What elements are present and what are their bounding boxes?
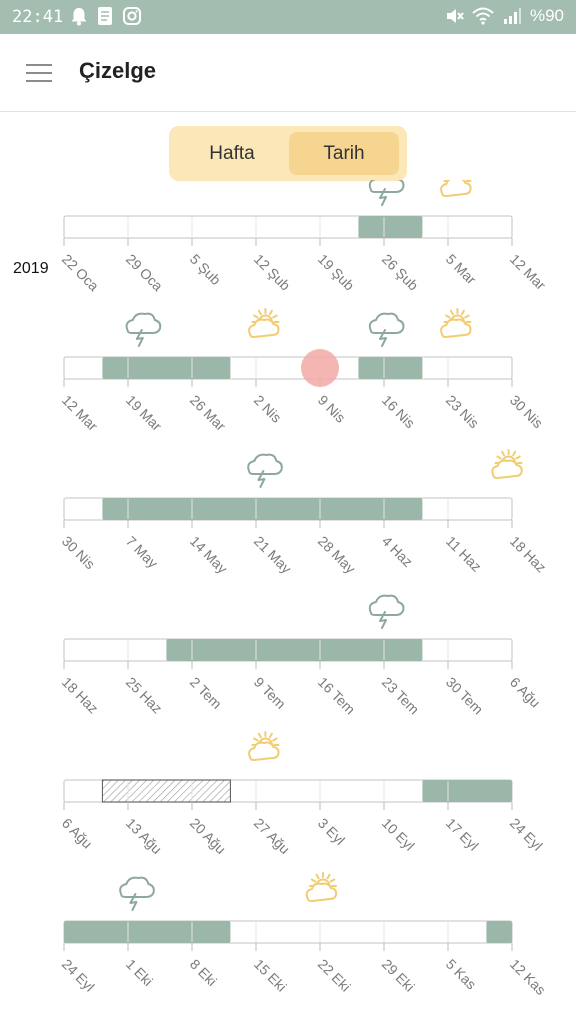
- timeline-row: 12 Mar 19 Mar 26 Mar 2 Nis 9 Nis 16 Nis 23 Nis…: [59, 308, 546, 434]
- sun-cloud-icon[interactable]: [440, 180, 472, 197]
- tick-label: 24 Eyl: [507, 815, 546, 854]
- hamburger-menu-icon[interactable]: [20, 58, 58, 88]
- instagram-icon: [123, 7, 141, 25]
- status-right: %90: [444, 6, 564, 26]
- tick-label: 30 Tem: [443, 674, 487, 718]
- tick-label: 5 Kas: [443, 956, 480, 993]
- filled-range: [358, 216, 423, 238]
- tick-label: 13 Ağu: [123, 815, 165, 857]
- view-mode-toggle: Hafta Tarih: [169, 126, 407, 181]
- status-time: 22:41: [12, 7, 64, 27]
- tick-label: 26 Mar: [187, 392, 229, 434]
- storm-cloud-icon[interactable]: [368, 312, 405, 347]
- storm-cloud-icon[interactable]: [119, 876, 155, 911]
- wifi-icon: [472, 7, 494, 25]
- tick-label: 2 Nis: [251, 392, 285, 426]
- timeline-row: 30 Nis 7 May 14 May 21 May 28 May 4 Haz 11 Haz…: [59, 449, 550, 577]
- tick-label: 29 Eki: [379, 956, 418, 995]
- tick-label: 8 Eki: [187, 956, 220, 989]
- tick-label: 29 Oca: [123, 251, 166, 294]
- tick-label: 22 Eki: [315, 956, 354, 995]
- app-bar: Çizelge: [0, 34, 576, 112]
- year-label: 2019: [13, 260, 49, 277]
- filled-range: [166, 639, 423, 661]
- filled-range: [358, 357, 423, 379]
- timeline-row: 24 Eyl 1 Eki 8 Eki 15 Eki 22 Eki 29 Eki 5 Kas 1…: [59, 872, 549, 998]
- tick-label: 24 Eyl: [59, 956, 98, 995]
- tick-label: 9 Nis: [315, 392, 349, 426]
- tick-label: 12 Mar: [59, 392, 101, 434]
- tick-label: 11 Haz: [443, 533, 485, 575]
- tick-label: 26 Şub: [379, 251, 422, 294]
- tick-label: 23 Tem: [379, 674, 423, 718]
- tick-label: 17 Eyl: [443, 815, 482, 854]
- storm-cloud-icon[interactable]: [368, 594, 405, 629]
- tick-label: 1 Eki: [123, 956, 156, 989]
- tick-label: 18 Haz: [507, 533, 550, 576]
- filled-range: [102, 498, 423, 520]
- timeline-row: 6 Ağu 13 Ağu 20 Ağu 27 Ağu 3 Eyl 10 Eyl 17 Eyl…: [59, 731, 546, 857]
- today-marker: [301, 349, 339, 387]
- tick-label: 15 Eki: [251, 956, 290, 995]
- battery-percent: %90: [529, 6, 564, 25]
- tick-label: 14 May: [187, 533, 231, 577]
- storm-cloud-icon[interactable]: [368, 180, 405, 206]
- signal-icon: [503, 8, 521, 24]
- sun-cloud-icon[interactable]: [305, 872, 338, 902]
- tick-label: 7 May: [123, 533, 161, 571]
- tick-label: 12 Mar: [507, 251, 549, 293]
- tick-label: 16 Tem: [315, 674, 359, 718]
- tick-label: 4 Haz: [379, 533, 416, 570]
- sun-cloud-icon[interactable]: [440, 308, 472, 338]
- mute-icon: [446, 9, 464, 23]
- tick-label: 12 Şub: [251, 251, 294, 294]
- bell-icon: [71, 8, 87, 26]
- tick-label: 3 Eyl: [315, 815, 348, 848]
- tick-label: 27 Ağu: [251, 815, 293, 857]
- tab-tarih[interactable]: Tarih: [289, 132, 399, 175]
- filled-range: [422, 780, 512, 802]
- tick-label: 2 Tem: [187, 674, 225, 712]
- tick-label: 28 May: [315, 533, 359, 577]
- tick-label: 9 Tem: [251, 674, 289, 712]
- status-left-icons: [70, 6, 142, 26]
- filled-range: [64, 921, 231, 943]
- tick-label: 25 Haz: [123, 674, 166, 717]
- storm-cloud-icon[interactable]: [247, 453, 283, 488]
- tick-label: 18 Haz: [59, 674, 102, 717]
- page-title: Çizelge: [79, 58, 157, 83]
- timeline-row: 22 Oca 29 Oca 5 Şub 12 Şub 19 Şub 26 Şub 5 Mar…: [59, 180, 549, 294]
- tick-label: 21 May: [251, 533, 295, 577]
- tick-label: 22 Oca: [59, 251, 102, 294]
- tick-label: 30 Nis: [507, 392, 546, 431]
- sun-cloud-icon[interactable]: [491, 449, 523, 479]
- storm-cloud-icon[interactable]: [125, 312, 162, 347]
- tab-hafta[interactable]: Hafta: [209, 143, 255, 164]
- tick-label: 16 Nis: [379, 392, 418, 431]
- tick-label: 6 Ağu: [59, 815, 96, 852]
- sun-cloud-icon[interactable]: [248, 731, 280, 761]
- tick-label: 23 Nis: [443, 392, 482, 431]
- tick-label: 19 Şub: [315, 251, 358, 294]
- tick-label: 30 Nis: [59, 533, 98, 572]
- status-bar: 22:41: [0, 0, 576, 34]
- tick-label: 12 Kas: [507, 956, 549, 998]
- filled-range: [102, 357, 231, 379]
- note-icon: [98, 7, 112, 25]
- tick-label: 20 Ağu: [187, 815, 229, 857]
- filled-range: [486, 921, 512, 943]
- tick-label: 5 Şub: [187, 251, 224, 288]
- timeline-row: 18 Haz 25 Haz 2 Tem 9 Tem 16 Tem 23 Tem 30 Tem…: [59, 594, 544, 718]
- tick-label: 5 Mar: [443, 251, 480, 288]
- tick-label: 6 Ağu: [507, 674, 544, 711]
- sun-cloud-icon[interactable]: [248, 308, 280, 338]
- hatched-range: [101, 779, 231, 803]
- tick-label: 10 Eyl: [379, 815, 418, 854]
- week-track: [63, 215, 513, 239]
- week-timeline: 22 Oca 29 Oca 5 Şub 12 Şub 19 Şub 26 Şub 5 Mar…: [59, 180, 550, 998]
- tick-label: 19 Mar: [123, 392, 165, 434]
